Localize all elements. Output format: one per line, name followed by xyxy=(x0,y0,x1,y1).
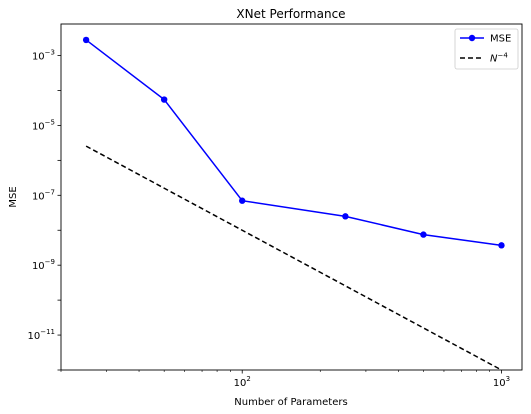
y-tick-label-base: 10 xyxy=(32,191,45,202)
legend-marker-mse xyxy=(468,34,476,42)
x-tick-label-exp: 3 xyxy=(506,375,510,383)
x-axis-ticks: 102 103 xyxy=(60,370,510,389)
y-tick-label-base: 10 xyxy=(27,331,40,342)
mse-point xyxy=(498,242,505,249)
legend-label-reference-exp: −4 xyxy=(497,52,508,60)
legend-label-reference: N−4 xyxy=(490,52,508,65)
y-tick-label: 10−9 xyxy=(32,258,55,272)
y-tick-label: 10−3 xyxy=(32,49,55,63)
reference-line xyxy=(85,145,502,371)
series-layer xyxy=(82,36,505,371)
y-tick-label: 10−7 xyxy=(32,188,55,202)
legend-label-reference-base: N xyxy=(490,54,498,65)
legend: MSE N−4 xyxy=(454,28,519,70)
x-tick-label-base: 10 xyxy=(493,378,506,389)
y-axis-ticks: 10−310−510−710−910−11 xyxy=(27,49,61,371)
x-tick-label: 103 xyxy=(493,375,510,389)
x-tick-label-exp: 2 xyxy=(246,375,250,383)
plot-frame xyxy=(60,23,523,371)
mse-point xyxy=(420,231,427,238)
mse-point xyxy=(239,197,246,204)
mse-point xyxy=(82,36,90,44)
y-tick-label-exp: −9 xyxy=(45,258,55,266)
y-tick-label: 10−11 xyxy=(27,328,55,342)
y-tick-label-exp: −5 xyxy=(45,118,55,126)
y-axis-label: MSE xyxy=(8,186,19,207)
x-tick-label: 102 xyxy=(234,375,251,389)
y-tick-label: 10−5 xyxy=(32,118,55,132)
y-tick-label-exp: −7 xyxy=(45,188,55,196)
y-tick-label-base: 10 xyxy=(32,52,45,63)
mse-line xyxy=(85,39,502,247)
y-tick-label-base: 10 xyxy=(32,121,45,132)
mse-point xyxy=(342,213,349,220)
x-tick-label-base: 10 xyxy=(234,378,247,389)
chart-title: XNet Performance xyxy=(236,7,345,21)
y-tick-label-exp: −11 xyxy=(40,328,55,336)
legend-label-mse: MSE xyxy=(490,34,511,45)
x-axis-label: Number of Parameters xyxy=(234,397,347,408)
mse-point xyxy=(160,96,168,103)
y-tick-label-exp: −3 xyxy=(45,49,55,57)
y-tick-label-base: 10 xyxy=(32,261,45,272)
